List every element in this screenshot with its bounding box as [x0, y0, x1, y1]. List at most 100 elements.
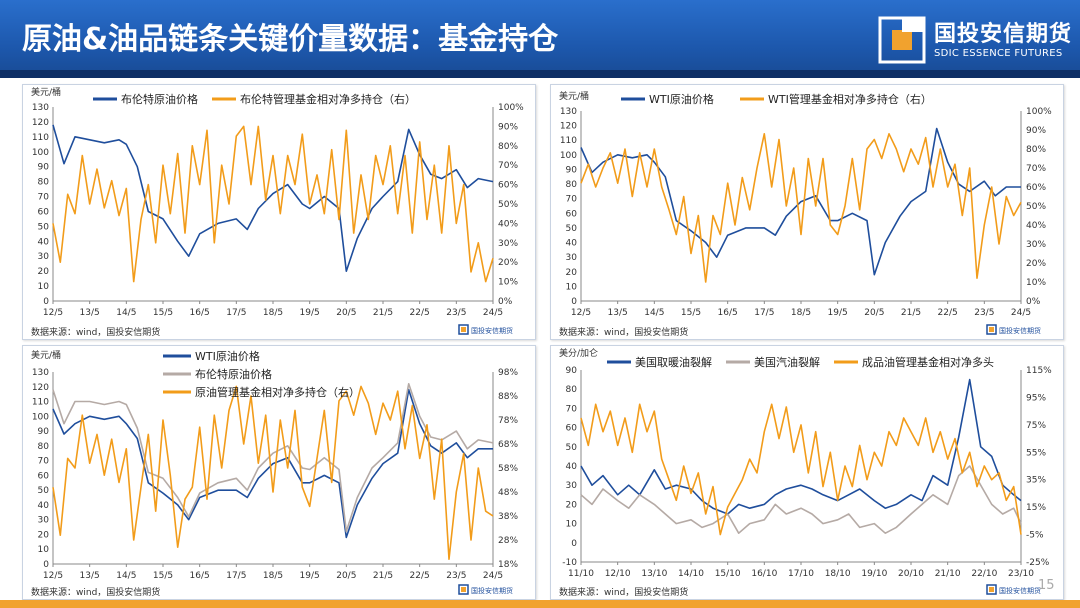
x-tick-label: 17/5: [754, 308, 774, 318]
x-tick-label: 21/5: [373, 571, 393, 581]
y-tick-label-right: 98%: [498, 368, 518, 378]
series-line: [580, 132, 1022, 283]
x-tick-label: 15/10: [715, 569, 741, 579]
small-logo-icon: [458, 584, 469, 595]
x-tick-label: 18/10: [825, 569, 851, 579]
y-tick-label-right: 80%: [498, 142, 518, 152]
y-tick-label-left: 90: [566, 165, 578, 175]
x-tick-label: 18/5: [263, 571, 283, 581]
small-logo-accent-icon: [461, 327, 466, 332]
y-tick-label-left: 60: [566, 424, 578, 434]
y-tick-label-right: 60%: [498, 181, 518, 191]
y-tick-label-left: 100: [32, 148, 49, 158]
y-tick-label-left: 60: [38, 471, 50, 481]
x-tick-label: 15/5: [153, 308, 173, 318]
x-tick-label: 24/5: [1011, 308, 1031, 318]
small-logo-icon: [458, 324, 469, 335]
small-logo-accent-icon: [989, 327, 994, 332]
chart-panel-crude-positioning: 0 10 20 30 40 50 60 70 80 90 100 110 120 130 18% 28% 38%…: [22, 345, 536, 600]
data-source-label: 数据来源：wind，国投安信期货: [31, 586, 160, 598]
y-tick-label-left: 20: [566, 268, 578, 278]
x-tick-label: 16/10: [751, 569, 777, 579]
y-tick-label-right: 90%: [498, 122, 518, 132]
x-tick-label: 21/10: [935, 569, 961, 579]
y-tick-label-left: 90: [38, 163, 50, 173]
x-tick-label: 19/5: [828, 308, 848, 318]
y-tick-label-right: 10%: [498, 278, 518, 288]
x-tick-label: 24/5: [483, 308, 503, 318]
bottom-accent-bar: [0, 600, 1080, 608]
y-tick-label-left: 110: [32, 133, 49, 143]
x-tick-label: 17/5: [226, 571, 246, 581]
y-tick-label-left: 0: [571, 539, 577, 549]
y-tick-label-right: 78%: [498, 416, 518, 426]
x-tick-label: 20/10: [898, 569, 924, 579]
y-tick-label-left: 50: [38, 486, 50, 496]
y-tick-label-left: 90: [38, 427, 50, 437]
x-tick-label: 22/5: [410, 308, 430, 318]
y-tick-label-right: 50%: [498, 200, 518, 210]
header-bar: 原油&油品链条关键价量数据：基金持仓 国投安信期货 SDIC ESSENCE F…: [0, 0, 1080, 78]
y-tick-label-right: 70%: [1026, 164, 1046, 174]
small-logo-accent-icon: [461, 587, 466, 592]
y-tick-label-right: 55%: [1026, 448, 1046, 458]
x-tick-label: 13/5: [608, 308, 628, 318]
y-tick-label-right: 18%: [498, 560, 518, 570]
x-tick-label: 19/10: [861, 569, 887, 579]
x-tick-label: 14/5: [116, 571, 136, 581]
x-tick-label: 22/10: [971, 569, 997, 579]
data-source-label: 数据来源：wind，国投安信期货: [559, 586, 688, 598]
y-tick-label-right: 20%: [498, 258, 518, 268]
x-tick-label: 12/5: [571, 308, 591, 318]
y-tick-label-right: 38%: [498, 512, 518, 522]
header-stripe: [0, 70, 1080, 78]
y-unit-label: 美元/桶: [31, 86, 61, 98]
x-tick-label: 13/5: [80, 308, 100, 318]
legend-label: 布伦特管理基金相对净多持仓（右）: [240, 92, 416, 106]
x-tick-label: 19/5: [300, 308, 320, 318]
x-tick-label: 23/5: [446, 571, 466, 581]
data-source-label: 数据来源：wind，国投安信期货: [559, 326, 688, 338]
y-tick-label-left: 0: [571, 297, 577, 307]
y-tick-label-right: 100%: [498, 103, 524, 113]
x-tick-label: 20/5: [336, 308, 356, 318]
legend-label: 布伦特原油价格: [195, 367, 272, 381]
legend-label: 美国汽油裂解: [754, 355, 820, 369]
company-logo: 国投安信期货 SDIC ESSENCE FUTURES: [878, 14, 1071, 66]
y-tick-label-left: 70: [566, 404, 578, 414]
small-logo-text: 国投安信期货: [471, 586, 513, 595]
y-tick-label-right: 58%: [498, 464, 518, 474]
chart-products-positioning: -10 0 10 20 30 40 50 60 70 80 90 -25% -5% 15% 35% 55% 75…: [559, 347, 1052, 598]
small-logo-accent-icon: [989, 587, 994, 592]
y-tick-label-left: 50: [566, 224, 578, 234]
y-tick-label-left: -10: [562, 558, 577, 568]
y-tick-label-left: 80: [566, 180, 578, 190]
y-tick-label-right: 30%: [1026, 240, 1046, 250]
y-tick-label-left: 80: [566, 385, 578, 395]
slide-title: 原油&油品链条关键价量数据：基金持仓: [22, 22, 559, 57]
y-tick-label-left: 100: [32, 412, 49, 422]
y-tick-label-left: 60: [566, 209, 578, 219]
y-tick-label-left: 0: [43, 560, 49, 570]
y-tick-label-right: -5%: [1026, 531, 1044, 541]
logo-en-text: SDIC ESSENCE FUTURES: [934, 48, 1063, 59]
x-tick-label: 19/5: [300, 571, 320, 581]
small-logo-text: 国投安信期货: [471, 326, 513, 335]
y-tick-label-left: 50: [38, 222, 50, 232]
legend-label: 成品油管理基金相对净多头: [862, 355, 994, 369]
x-tick-label: 11/10: [568, 569, 594, 579]
x-tick-label: 18/5: [263, 308, 283, 318]
x-tick-label: 13/10: [641, 569, 667, 579]
y-tick-label-left: 30: [38, 516, 50, 526]
x-tick-label: 12/10: [605, 569, 631, 579]
y-unit-label: 美元/桶: [31, 349, 61, 361]
y-tick-label-right: 50%: [1026, 202, 1046, 212]
y-tick-label-left: 120: [32, 383, 49, 393]
y-tick-label-left: 70: [566, 195, 578, 205]
x-tick-label: 21/5: [373, 308, 393, 318]
y-tick-label-left: 80: [38, 178, 50, 188]
y-tick-label-left: 100: [560, 151, 577, 161]
x-tick-label: 15/5: [681, 308, 701, 318]
x-tick-label: 12/5: [43, 308, 63, 318]
